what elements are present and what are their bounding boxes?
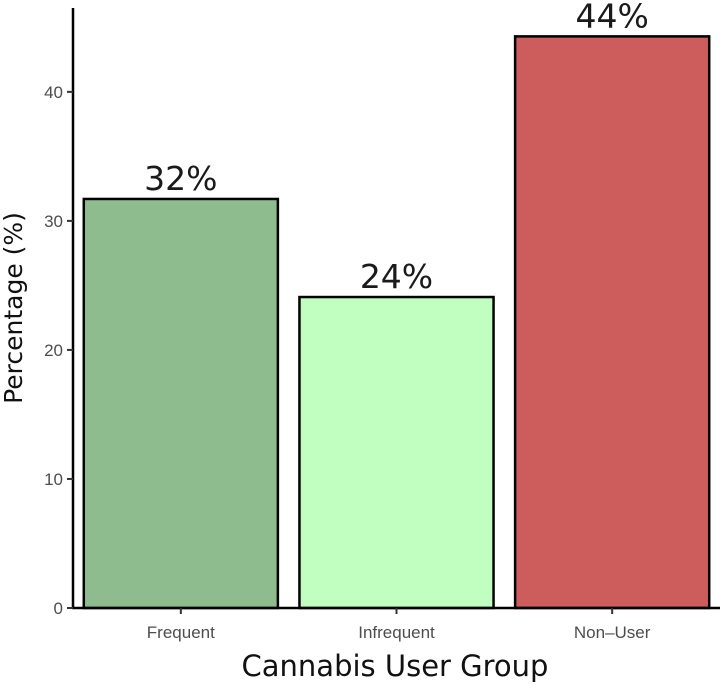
- bar-0: [82, 197, 280, 610]
- y-tick-label-4: 40: [44, 83, 63, 102]
- bar-value-label-0: 32%: [144, 159, 217, 198]
- y-tick-label-3: 30: [44, 212, 63, 231]
- x-tick-label-0: Frequent: [147, 623, 215, 642]
- y-tick-label-1: 10: [44, 470, 63, 489]
- bar-value-label-2: 44%: [575, 0, 648, 35]
- x-tick-label-2: Non–User: [574, 623, 651, 642]
- bar-value-label-1: 24%: [360, 257, 433, 296]
- x-tick-label-1: Infrequent: [358, 623, 435, 642]
- data-labels-layer: 32% 24% 44%: [144, 0, 649, 296]
- y-axis-title: Percentage (%): [0, 212, 28, 404]
- y-tick-label-0: 0: [54, 599, 63, 618]
- bar-2: [513, 35, 711, 610]
- y-axis-ticks: 0 10 20 30 40: [44, 83, 73, 618]
- bar-1: [298, 295, 495, 610]
- bars-layer: [82, 35, 711, 610]
- x-axis-ticks: Frequent Infrequent Non–User: [147, 608, 651, 642]
- y-tick-label-2: 20: [44, 341, 63, 360]
- x-axis-title: Cannabis User Group: [242, 649, 549, 683]
